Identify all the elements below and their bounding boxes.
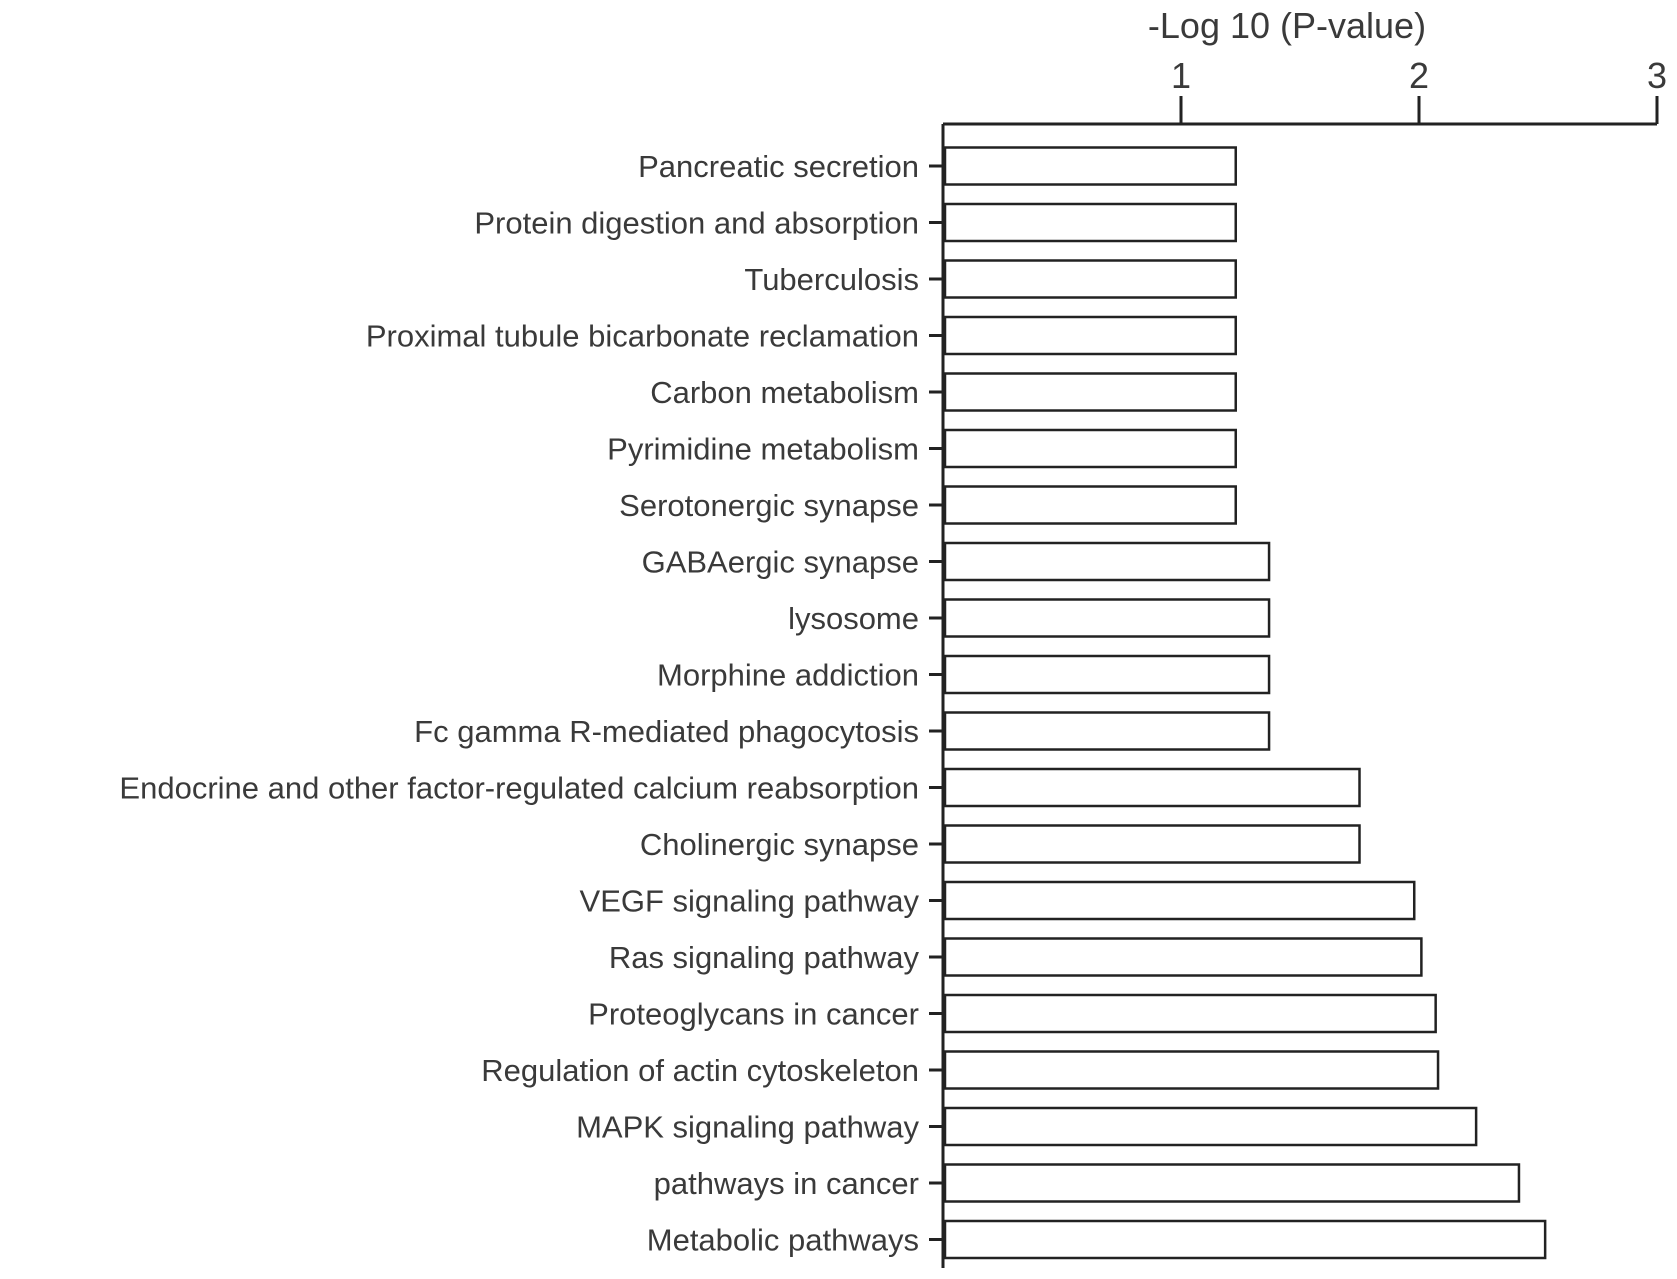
bar bbox=[943, 711, 1271, 751]
bar bbox=[943, 1050, 1440, 1090]
category-label: Cholinergic synapse bbox=[640, 827, 919, 862]
x-axis-title: -Log 10 (P-value) bbox=[1148, 5, 1426, 46]
x-tick-label: 1 bbox=[1171, 55, 1191, 96]
bar bbox=[943, 824, 1361, 864]
bar bbox=[943, 428, 1237, 469]
category-label: Endocrine and other factor-regulated cal… bbox=[119, 771, 919, 806]
category-label: Morphine addiction bbox=[657, 658, 919, 693]
category-label: Carbon metabolism bbox=[650, 375, 919, 410]
category-label: Tuberculosis bbox=[744, 262, 919, 297]
bar bbox=[943, 993, 1437, 1034]
bars bbox=[943, 146, 1547, 1260]
bar bbox=[943, 146, 1237, 186]
bar bbox=[943, 880, 1416, 921]
category-label: Metabolic pathways bbox=[647, 1223, 919, 1258]
bar bbox=[943, 937, 1423, 977]
bar bbox=[943, 654, 1271, 695]
bar bbox=[943, 259, 1237, 299]
category-label: Protein digestion and absorption bbox=[474, 206, 919, 241]
category-label: lysosome bbox=[788, 601, 919, 636]
bar bbox=[943, 202, 1237, 243]
bar bbox=[943, 1219, 1547, 1260]
category-label: Ras signaling pathway bbox=[609, 940, 920, 975]
bar bbox=[943, 315, 1237, 356]
x-tick-label: 3 bbox=[1647, 55, 1667, 96]
bar bbox=[943, 372, 1237, 412]
bar bbox=[943, 598, 1271, 638]
category-label: Fc gamma R-mediated phagocytosis bbox=[414, 714, 919, 749]
category-label: Regulation of actin cytoskeleton bbox=[481, 1053, 919, 1088]
x-axis: 1 2 3 bbox=[943, 55, 1667, 126]
category-label: GABAergic synapse bbox=[642, 545, 919, 580]
category-label: MAPK signaling pathway bbox=[576, 1110, 919, 1145]
bar bbox=[943, 1163, 1521, 1203]
bar bbox=[943, 767, 1361, 808]
bar bbox=[943, 1106, 1478, 1147]
category-label: VEGF signaling pathway bbox=[580, 884, 920, 919]
category-label: Serotonergic synapse bbox=[619, 488, 919, 523]
x-tick-label: 2 bbox=[1409, 55, 1429, 96]
category-label: pathways in cancer bbox=[654, 1166, 919, 1201]
category-labels: Pancreatic secretion Protein digestion an… bbox=[119, 149, 919, 1258]
category-label: Pyrimidine metabolism bbox=[607, 432, 919, 467]
bar bbox=[943, 485, 1237, 525]
y-axis bbox=[929, 124, 945, 1268]
bar bbox=[943, 541, 1271, 582]
category-label: Proximal tubule bicarbonate reclamation bbox=[366, 319, 919, 354]
category-label: Proteoglycans in cancer bbox=[588, 997, 919, 1032]
category-label: Pancreatic secretion bbox=[638, 149, 919, 184]
